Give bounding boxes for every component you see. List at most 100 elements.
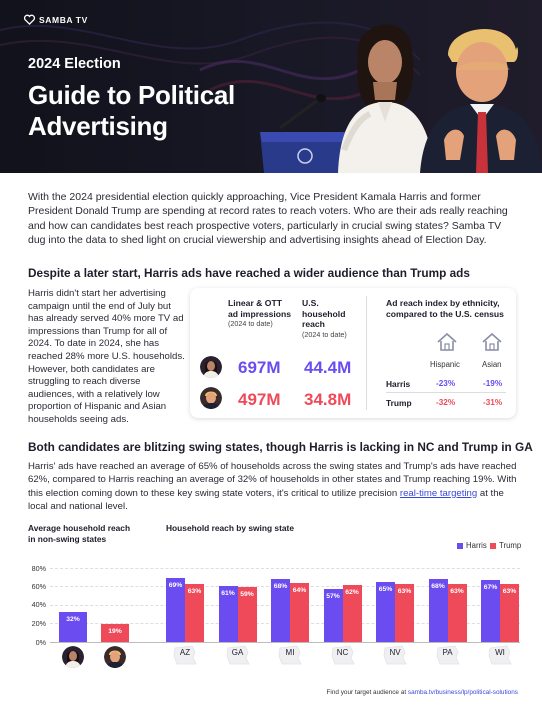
bar-ga-trump [237, 587, 257, 642]
state-label-ga: GA [231, 648, 244, 657]
bar-pa-trump-label: 63% [450, 587, 464, 595]
trump-avatar [200, 387, 222, 409]
bar-az-trump-label: 63% [187, 587, 202, 595]
hero-banner: SAMBA TV 2024 Election Guide to Politica… [0, 0, 542, 173]
legend-swatch-trump [490, 542, 496, 549]
legend-trump: Trump [490, 541, 521, 550]
bar-az-harris-label: 69% [168, 582, 183, 590]
bar-ga-trump-label: 59% [240, 591, 254, 599]
title-line-2: Advertising [28, 111, 168, 141]
harris-portrait [338, 24, 434, 173]
y-tick-20: 20% [31, 619, 46, 628]
y-tick-80: 80% [31, 564, 46, 573]
bar-nv-trump [395, 583, 414, 642]
trump-impressions: 497M [238, 390, 281, 409]
bar-wi-trump [500, 583, 519, 642]
state-label-nv: NV [389, 648, 401, 657]
page-title: Guide to Political Advertising [28, 80, 235, 142]
state-map-wi [488, 645, 512, 665]
state-label-az: AZ [179, 648, 191, 657]
trump-portrait [420, 29, 542, 173]
bar-pa-harris [428, 579, 448, 642]
real-time-targeting-link[interactable]: real-time targeting [399, 487, 478, 499]
intro-paragraph: With the 2024 presidential election quic… [28, 191, 508, 246]
eth-row-harris-hispanic: -23% [436, 379, 456, 388]
bar-az-trump [185, 583, 204, 642]
state-label-wi: WI [495, 648, 505, 657]
bar-nc-trump [342, 584, 362, 642]
state-label-nc: NC [336, 648, 349, 657]
trump-chart-avatar [104, 646, 126, 668]
state-map-nv [383, 645, 407, 665]
state-map-nc [331, 645, 355, 665]
y-tick-0: 0% [35, 638, 46, 647]
state-map-az [173, 645, 197, 665]
house-icon-hispanic [437, 332, 457, 351]
swing-chart-title: Household reach by swing state [166, 523, 294, 533]
gridline-80 [50, 568, 520, 569]
bar-nonswing-harris [59, 612, 87, 642]
x-axis-line [50, 642, 520, 643]
bar-nv-harris [376, 581, 395, 642]
legend-swatch-harris [457, 542, 463, 549]
bar-nv-trump-label: 63% [397, 587, 412, 595]
eth-row-trump-name: Trump [386, 398, 412, 408]
household-reach-header: U.S. household reach (2024 to date) [302, 298, 347, 339]
hispanic-label: Hispanic [430, 360, 460, 369]
asian-label: Asian [482, 360, 502, 369]
section-2-paragraph: Harris' ads have reached an average of 6… [28, 461, 517, 512]
trump-reach: 34.8M [304, 390, 352, 409]
non-swing-chart-title: Average household reach in non-swing sta… [28, 523, 131, 544]
podium-microphone-image [260, 94, 350, 173]
y-tick-60: 60% [31, 582, 46, 591]
footer-link[interactable]: samba.tv/business/lp/political-solutions [407, 689, 518, 696]
bar-ga-harris [218, 585, 238, 642]
bar-nc-harris-label: 57% [326, 593, 340, 601]
eth-row-trump-asian: -31% [483, 398, 503, 407]
eth-row-trump-hispanic: -32% [436, 398, 456, 407]
reach-summary-card: Linear & OTT ad impressions (2024 to dat… [190, 288, 516, 418]
harris-avatar [200, 356, 222, 378]
bar-mi-trump [290, 582, 309, 642]
brand-name: SAMBA TV [39, 14, 88, 25]
footer-cta: Find your target audience at samba.tv/bu… [326, 689, 518, 696]
bar-pa-harris-label: 68% [431, 583, 445, 591]
state-map-ga [226, 645, 250, 665]
ethnicity-index-title: Ad reach index by ethnicity, compared to… [386, 298, 504, 319]
bar-pa-trump [447, 583, 467, 642]
state-label-mi: MI [285, 648, 295, 657]
impressions-header: Linear & OTT ad impressions (2024 to dat… [228, 298, 292, 328]
bar-mi-harris [271, 579, 290, 642]
hero-year: 2024 Election [28, 56, 121, 72]
harris-reach: 44.4M [304, 358, 352, 377]
harris-chart-avatar [62, 646, 84, 668]
section-1-paragraph: Harris didn't start her advertising camp… [28, 288, 185, 425]
bar-wi-harris [481, 580, 500, 642]
bar-wi-trump-label: 63% [502, 587, 517, 595]
title-line-1: Guide to Political [28, 80, 235, 110]
state-map-pa [436, 645, 460, 665]
state-label-pa: PA [442, 648, 453, 657]
harris-impressions: 697M [238, 358, 281, 377]
samba-tv-logo: SAMBA TV [24, 14, 88, 25]
bar-wi-harris-label: 67% [483, 584, 498, 592]
state-map-mi [278, 645, 302, 665]
section-1-title: Despite a later start, Harris ads have r… [28, 266, 470, 280]
bar-ga-harris-label: 61% [221, 589, 235, 597]
bar-az-harris [166, 578, 185, 642]
bar-nonswing-trump [101, 624, 129, 642]
bar-mi-trump-label: 64% [292, 586, 307, 594]
eth-row-harris-asian: -19% [483, 379, 503, 388]
bar-mi-harris-label: 68% [273, 583, 288, 591]
bar-nonswing-harris-label: 32% [66, 616, 80, 624]
bar-nonswing-trump-label: 19% [108, 628, 122, 636]
heart-icon [24, 14, 35, 25]
y-tick-40: 40% [31, 600, 46, 609]
bar-nv-harris-label: 65% [378, 585, 393, 593]
eth-row-harris-name: Harris [386, 379, 411, 389]
legend-harris: Harris [457, 541, 487, 550]
section-2-title: Both candidates are blitzing swing state… [28, 440, 533, 454]
eth-divider [386, 392, 506, 393]
bar-nc-trump-label: 62% [345, 588, 359, 596]
bar-nc-harris [323, 589, 343, 642]
